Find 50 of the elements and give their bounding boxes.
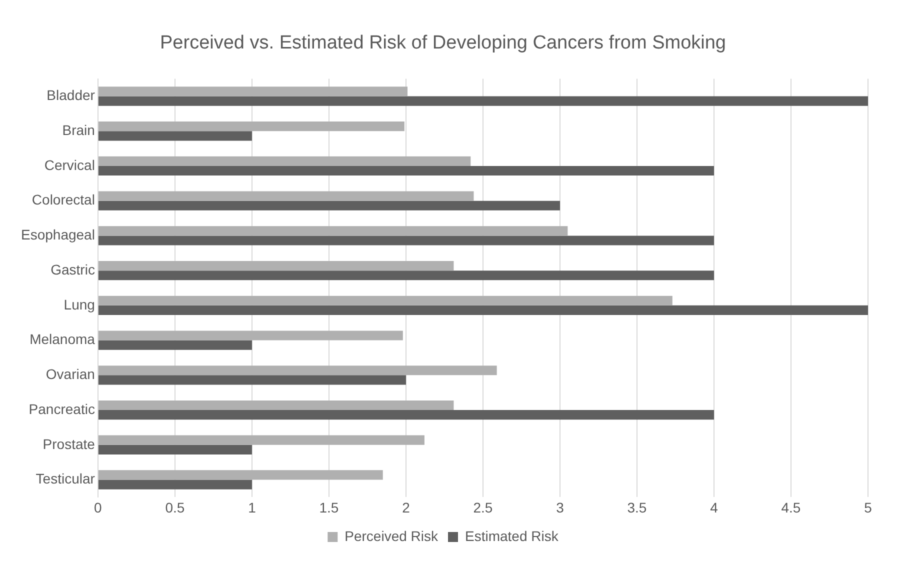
x-tick-label: 0 (94, 499, 102, 516)
bar (98, 260, 454, 271)
x-tick-label: 1.5 (319, 499, 339, 516)
chart-title: Perceived vs. Estimated Risk of Developing Cancers from Smoking (160, 32, 726, 54)
bar (98, 122, 404, 132)
bar (98, 470, 383, 480)
bar (98, 166, 714, 176)
y-tick-label: Colorectal (32, 192, 95, 208)
bar (98, 305, 868, 316)
bar (98, 366, 497, 376)
bar (98, 435, 424, 445)
bar (98, 340, 252, 350)
legend-label: Perceived Risk (344, 528, 440, 544)
bar (98, 86, 408, 96)
bar (98, 296, 672, 306)
y-tick-label: Gastric (50, 261, 95, 278)
y-tick-label: Esophageal (21, 226, 95, 243)
bar (98, 226, 568, 236)
bar (98, 480, 252, 490)
x-tick-label: 2.5 (473, 499, 493, 516)
bar (98, 200, 560, 210)
bar (98, 191, 474, 201)
y-tick-label: Cervical (44, 156, 95, 173)
x-tick-label: 3.5 (627, 499, 647, 516)
bar (98, 156, 471, 166)
bar (98, 270, 714, 280)
legend-label: Estimated Risk (465, 528, 560, 544)
y-tick-label: Ovarian (46, 366, 95, 382)
y-tick-label: Melanoma (30, 331, 96, 348)
x-tick-label: 0.5 (165, 499, 185, 516)
x-tick-label: 4 (710, 499, 718, 516)
x-tick-label: 4.5 (781, 499, 801, 516)
x-tick-label: 5 (864, 499, 872, 516)
bar (98, 236, 714, 246)
y-tick-label: Lung (64, 296, 95, 312)
bar (98, 400, 454, 410)
bar (98, 330, 403, 340)
y-tick-label: Prostate (42, 436, 96, 452)
y-tick-label: Testicular (36, 470, 96, 487)
bar (98, 131, 252, 141)
x-tick-label: 1 (248, 499, 256, 516)
y-tick-label: Pancreatic (28, 400, 95, 417)
bar (98, 410, 714, 420)
y-tick-label: Bladder (46, 87, 96, 104)
bar (98, 444, 252, 454)
y-tick-label: Brain (62, 122, 95, 138)
x-tick-label: 2 (402, 499, 410, 516)
bar (98, 375, 406, 385)
x-tick-label: 3 (556, 499, 564, 516)
bar (98, 96, 868, 106)
